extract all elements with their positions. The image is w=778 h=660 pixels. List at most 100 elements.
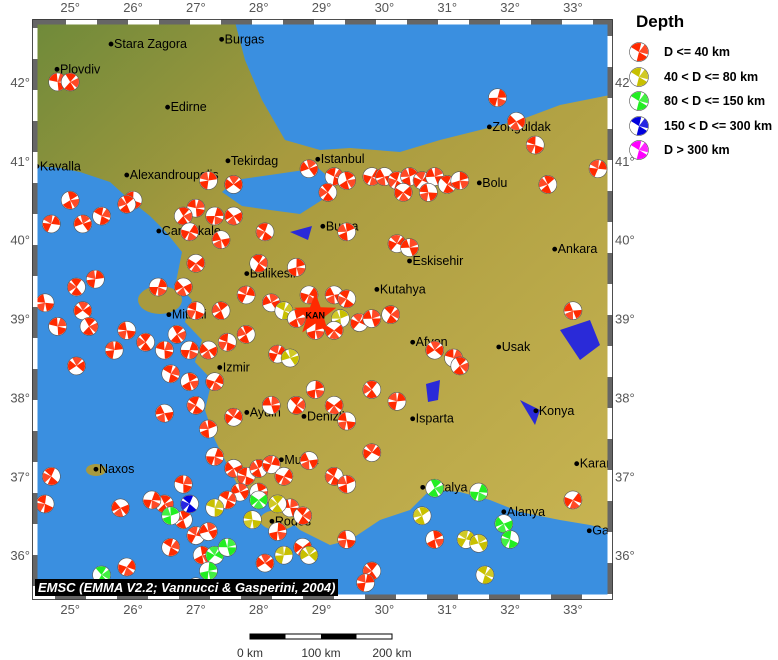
focal-mechanism[interactable] xyxy=(64,353,89,378)
focal-mechanism[interactable] xyxy=(447,353,472,378)
epicenter-star-icon[interactable] xyxy=(294,292,337,333)
focal-mechanism[interactable] xyxy=(535,172,560,197)
focal-mechanism[interactable] xyxy=(335,287,359,311)
focal-mechanism[interactable] xyxy=(385,231,409,255)
focal-mechanism[interactable] xyxy=(356,573,375,593)
legend-swatch[interactable] xyxy=(628,90,650,112)
focal-mechanism[interactable] xyxy=(196,338,221,363)
focal-mechanism[interactable] xyxy=(297,156,322,181)
focal-mechanism[interactable] xyxy=(399,237,421,259)
focal-mechanism[interactable] xyxy=(41,213,63,235)
focal-mechanism[interactable] xyxy=(321,318,346,343)
focal-mechanism[interactable] xyxy=(284,393,309,418)
focal-mechanism[interactable] xyxy=(315,180,340,205)
focal-mechanism[interactable] xyxy=(115,555,139,579)
focal-mechanism[interactable] xyxy=(525,135,545,155)
focal-mechanism[interactable] xyxy=(70,298,95,323)
legend-swatch[interactable] xyxy=(628,139,650,161)
focal-mechanism[interactable] xyxy=(178,220,201,243)
focal-mechanism[interactable] xyxy=(284,307,308,331)
focal-mechanism[interactable] xyxy=(488,88,507,108)
focal-mechanism[interactable] xyxy=(296,542,321,567)
focal-mechanism[interactable] xyxy=(298,449,321,472)
focal-mechanism[interactable] xyxy=(209,298,234,323)
focal-mechanism[interactable] xyxy=(422,337,447,362)
focal-mechanism[interactable] xyxy=(391,180,416,205)
focal-mechanism[interactable] xyxy=(178,370,202,394)
focal-mechanism[interactable] xyxy=(177,492,201,516)
focal-mechanism[interactable] xyxy=(90,205,112,227)
focal-mechanism[interactable] xyxy=(203,370,227,394)
focal-mechanism[interactable] xyxy=(205,206,225,226)
focal-mechanism[interactable] xyxy=(468,482,489,503)
focal-mechanism[interactable] xyxy=(142,490,163,511)
focal-mechanism[interactable] xyxy=(361,308,383,330)
legend-swatch[interactable] xyxy=(628,115,650,137)
focal-mechanism[interactable] xyxy=(359,377,384,402)
focal-mechanism[interactable] xyxy=(253,220,277,244)
focal-mechanism[interactable] xyxy=(305,379,325,399)
focal-mechanism[interactable] xyxy=(268,522,288,542)
legend-swatch[interactable] xyxy=(628,66,650,88)
focal-mechanism[interactable] xyxy=(58,188,82,212)
focal-mechanism[interactable] xyxy=(86,269,105,289)
focal-mechanism[interactable] xyxy=(587,158,608,179)
focal-mechanism[interactable] xyxy=(422,476,447,501)
focal-mechanism[interactable] xyxy=(217,537,238,558)
focal-mechanism[interactable] xyxy=(221,405,246,430)
focal-mechanism[interactable] xyxy=(155,340,174,360)
focal-mechanism[interactable] xyxy=(34,493,56,515)
focal-mechanism[interactable] xyxy=(337,411,356,431)
focal-mechanism[interactable] xyxy=(159,536,182,559)
focal-mechanism[interactable] xyxy=(159,362,182,385)
focal-mechanism[interactable] xyxy=(265,491,290,516)
focal-mechanism[interactable] xyxy=(467,531,491,555)
focal-mechanism[interactable] xyxy=(196,519,220,543)
focal-mechanism[interactable] xyxy=(108,495,133,520)
focal-mechanism[interactable] xyxy=(378,302,403,327)
focal-mechanism[interactable] xyxy=(197,418,219,440)
focal-mechanism[interactable] xyxy=(76,314,101,339)
focal-mechanism[interactable] xyxy=(274,545,294,565)
focal-mechanism[interactable] xyxy=(160,505,182,527)
focal-mechanism[interactable] xyxy=(423,528,446,551)
focal-mechanism[interactable] xyxy=(117,321,137,341)
focal-mechanism[interactable] xyxy=(35,293,55,313)
focal-mechanism[interactable] xyxy=(418,182,438,202)
focal-mechanism[interactable] xyxy=(221,172,246,197)
focal-mechanism[interactable] xyxy=(246,251,271,276)
focal-mechanism[interactable] xyxy=(504,109,529,134)
focal-mechanism[interactable] xyxy=(235,284,257,306)
focal-mechanism[interactable] xyxy=(387,392,407,411)
focal-mechanism[interactable] xyxy=(272,464,296,488)
focal-mechanism[interactable] xyxy=(261,395,282,416)
focal-mechanism[interactable] xyxy=(153,402,176,425)
focal-mechanism[interactable] xyxy=(184,393,208,417)
focal-mechanism[interactable] xyxy=(133,330,158,355)
focal-mechanism[interactable] xyxy=(499,529,521,551)
legend-swatch[interactable] xyxy=(628,41,650,63)
focal-mechanism[interactable] xyxy=(234,322,259,347)
focal-mechanism[interactable] xyxy=(57,69,82,94)
focal-mechanism[interactable] xyxy=(64,274,89,299)
focal-mechanism[interactable] xyxy=(260,453,282,475)
focal-mechanism[interactable] xyxy=(205,498,225,518)
focal-mechanism[interactable] xyxy=(39,464,64,489)
focal-mechanism[interactable] xyxy=(104,340,124,360)
focal-mechanism[interactable] xyxy=(221,203,246,228)
focal-mechanism[interactable] xyxy=(335,220,358,243)
focal-mechanism[interactable] xyxy=(473,563,496,586)
focal-mechanism[interactable] xyxy=(171,203,196,228)
focal-mechanism[interactable] xyxy=(48,317,67,336)
focal-mechanism[interactable] xyxy=(246,487,271,512)
focal-mechanism[interactable] xyxy=(359,440,384,465)
focal-mechanism[interactable] xyxy=(410,504,434,528)
focal-mechanism[interactable] xyxy=(217,332,238,353)
focal-mechanism[interactable] xyxy=(243,510,262,530)
focal-mechanism[interactable] xyxy=(114,192,139,217)
focal-mechanism[interactable] xyxy=(174,474,194,494)
focal-mechanism[interactable] xyxy=(286,257,307,278)
focal-mechanism[interactable] xyxy=(335,168,359,192)
focal-mechanism[interactable] xyxy=(183,251,208,276)
focal-mechanism[interactable] xyxy=(199,561,219,581)
